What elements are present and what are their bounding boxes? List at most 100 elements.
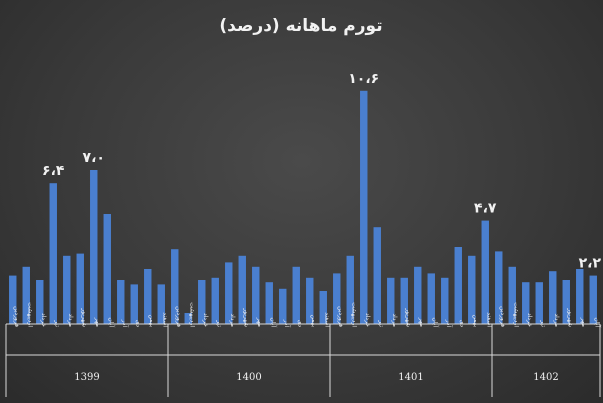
bar bbox=[252, 266, 260, 324]
month-tick-label: فروردین bbox=[499, 306, 506, 327]
month-tick-label: بهمن bbox=[310, 315, 317, 328]
data-label: ۲،۲ bbox=[579, 256, 602, 272]
month-tick-label: آذر bbox=[121, 319, 130, 328]
month-tick-label: مهر bbox=[580, 317, 587, 327]
x-axis: فروردین اردیبهشت خرداد تیر مرداد شهریور مهر آبا… bbox=[5, 302, 602, 397]
bar bbox=[49, 183, 57, 324]
bar bbox=[333, 273, 341, 324]
bar bbox=[495, 251, 503, 324]
bar bbox=[117, 280, 125, 324]
data-label: ۴،۷ bbox=[474, 201, 497, 217]
month-tick-label: تیر bbox=[377, 319, 384, 327]
bar-series bbox=[9, 90, 597, 324]
month-tick-label: بهمن bbox=[472, 315, 479, 328]
month-tick-label: اردیبهشت bbox=[512, 302, 519, 327]
year-group-label: 1402 bbox=[533, 372, 558, 383]
month-tick-label: مرداد bbox=[229, 313, 236, 327]
month-tick-label: اردیبهشت bbox=[350, 302, 357, 327]
bar bbox=[481, 220, 489, 324]
month-tick-label: شهریور bbox=[566, 307, 573, 327]
month-tick-label: مهر bbox=[94, 317, 101, 327]
bar bbox=[414, 266, 422, 324]
year-group-label: 1401 bbox=[398, 372, 423, 383]
month-tick-label: خرداد bbox=[202, 313, 209, 327]
bar bbox=[387, 277, 395, 324]
bar bbox=[292, 266, 300, 324]
bar bbox=[373, 227, 381, 324]
data-label: ۶،۴ bbox=[42, 163, 65, 179]
month-tick-label: آبان bbox=[431, 317, 440, 327]
bar bbox=[319, 291, 327, 324]
bar bbox=[549, 271, 557, 324]
bar bbox=[184, 313, 192, 324]
data-labels: ۶،۴ ۷،۰ ۱۰،۶ ۴،۷ ۲،۲ bbox=[42, 71, 601, 272]
bar bbox=[198, 280, 206, 324]
bar bbox=[576, 269, 584, 324]
month-tick-label: خرداد bbox=[40, 313, 47, 327]
month-tick-label: اسفند bbox=[161, 312, 168, 327]
month-tick-label: شهریور bbox=[404, 307, 411, 327]
month-tick-label: تیر bbox=[53, 319, 60, 327]
month-tick-label: اردیبهشت bbox=[26, 302, 33, 327]
month-tick-label: مرداد bbox=[67, 313, 74, 327]
month-tick-label: دی bbox=[134, 320, 141, 328]
bar bbox=[454, 247, 462, 324]
month-tick-label: مرداد bbox=[391, 313, 398, 327]
month-tick-label: مرداد bbox=[553, 313, 560, 327]
month-tick-label: آبان bbox=[593, 317, 602, 327]
bar bbox=[306, 277, 314, 324]
month-tick-label: فروردین bbox=[175, 306, 182, 327]
bar bbox=[427, 273, 435, 324]
bar bbox=[76, 253, 84, 324]
bar bbox=[535, 282, 543, 324]
year-group-label: 1400 bbox=[236, 372, 261, 383]
month-tick-label: دی bbox=[458, 320, 465, 328]
month-tick-label: فروردین bbox=[337, 306, 344, 327]
bar bbox=[400, 277, 408, 324]
bar bbox=[238, 255, 246, 324]
month-tick-label: مهر bbox=[256, 317, 263, 327]
year-group-label: 1399 bbox=[74, 372, 99, 383]
bar bbox=[130, 284, 138, 324]
bar bbox=[63, 255, 71, 324]
month-tick-label: تیر bbox=[215, 319, 222, 327]
month-tick-label: تیر bbox=[539, 319, 546, 327]
month-tick-label: آبان bbox=[269, 317, 278, 327]
month-tick-label: اردیبهشت bbox=[188, 302, 195, 327]
bar bbox=[22, 266, 30, 324]
bar bbox=[211, 277, 219, 324]
bar bbox=[171, 249, 179, 324]
bar bbox=[279, 288, 287, 324]
bar bbox=[9, 275, 17, 324]
month-tick-label: اسفند bbox=[323, 312, 330, 327]
month-tick-label: خرداد bbox=[364, 313, 371, 327]
month-tick-label: آذر bbox=[445, 319, 454, 328]
month-tick-label: دی bbox=[296, 320, 303, 328]
bar bbox=[360, 90, 368, 324]
bar bbox=[157, 284, 165, 324]
month-tick-label: اسفند bbox=[485, 312, 492, 327]
month-tick-label: آبان bbox=[107, 317, 116, 327]
month-tick-label: بهمن bbox=[148, 315, 155, 328]
month-tick-label: مهر bbox=[418, 317, 425, 327]
month-tick-label: شهریور bbox=[80, 307, 87, 327]
bar bbox=[522, 282, 530, 324]
month-tick-label: خرداد bbox=[526, 313, 533, 327]
bar bbox=[441, 277, 449, 324]
bar bbox=[589, 275, 597, 324]
month-tick-label: شهریور bbox=[242, 307, 249, 327]
bar bbox=[90, 170, 98, 324]
month-tick-label: فروردین bbox=[13, 306, 20, 327]
bar bbox=[508, 266, 516, 324]
bar bbox=[468, 255, 476, 324]
bar bbox=[346, 255, 354, 324]
bar bbox=[103, 214, 111, 324]
bar bbox=[36, 280, 44, 324]
chart-title: تورم ماهانه (درصد) bbox=[219, 16, 382, 36]
bar bbox=[144, 269, 152, 324]
data-label: ۷،۰ bbox=[83, 150, 105, 166]
bar bbox=[265, 282, 273, 324]
bar bbox=[562, 280, 570, 324]
bar bbox=[225, 262, 233, 324]
